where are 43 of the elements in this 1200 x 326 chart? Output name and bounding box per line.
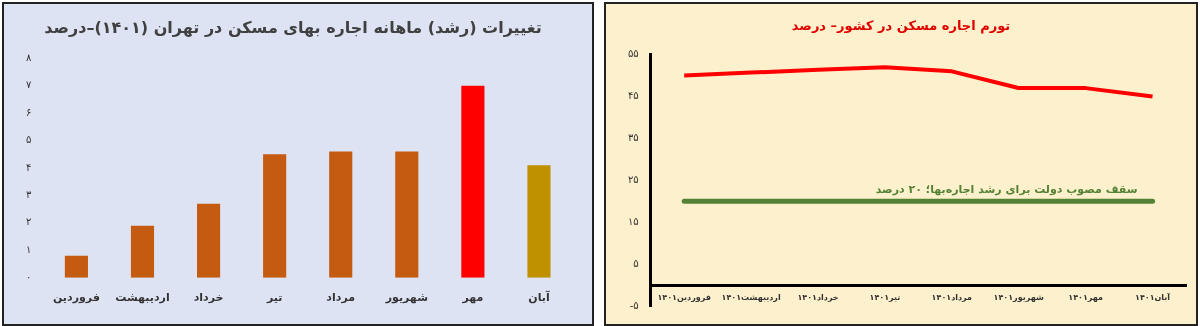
x-tick-label: اردیبهشت — [115, 291, 170, 305]
x-tick-label: مهر — [461, 291, 484, 305]
x-tick-label: خرداد۱۴۰۱ — [797, 292, 839, 302]
y-tick-label: ۳۵ — [627, 131, 639, 143]
bar — [263, 154, 287, 278]
y-tick-label: ۱۵ — [627, 215, 639, 227]
x-tick-label: اردیبهشت۱۴۰۱ — [721, 292, 781, 302]
x-tick-label: تیر — [265, 291, 283, 305]
y-tick-label: ۱ — [26, 243, 32, 255]
x-tick-label: تیر۱۴۰۱ — [869, 292, 901, 302]
y-tick-label: ۵۵ — [627, 48, 639, 60]
x-tick-label: خرداد — [193, 291, 224, 305]
x-tick-label: فروردین۱۴۰۱ — [657, 292, 712, 302]
y-tick-label: ۵ — [633, 257, 639, 269]
y-tick-label: ۴۵ — [627, 90, 639, 102]
bar — [64, 255, 88, 278]
chart-title: تورم اجاره مسکن در کشور– درصد — [791, 18, 1011, 35]
x-tick-label: شهریور — [384, 291, 428, 305]
y-tick-label: ۸ — [26, 51, 32, 63]
bar — [197, 203, 221, 278]
y-tick-label: ۶ — [26, 106, 32, 118]
x-tick-label: شهریور۱۴۰۱ — [993, 292, 1045, 302]
x-tick-label: مهر۱۴۰۱ — [1068, 292, 1104, 302]
bar — [527, 165, 551, 278]
y-tick-label: ۵ — [26, 134, 32, 146]
y-tick-label: ۳ — [26, 189, 32, 201]
x-tick-label: مرداد — [326, 291, 356, 305]
y-tick-label: ۲۵ — [627, 173, 639, 185]
bar — [329, 151, 353, 278]
y-tick-label: ۰ — [26, 271, 32, 283]
x-tick-label: آبان — [528, 290, 550, 305]
x-tick-label: فروردین — [52, 291, 100, 305]
y-tick-label: -۵ — [629, 299, 639, 311]
bar — [461, 85, 485, 278]
ref-line-label: سقف مصوب دولت برای رشد اجاره‌بها؛ ۲۰ درصد — [875, 182, 1138, 196]
x-tick-label: مرداد۱۴۰۱ — [931, 292, 973, 302]
y-tick-label: ۷ — [26, 79, 32, 91]
chart-title: تغییرات (رشد) ماهانه اجاره بهای مسکن در تهران (۱۴۰۱)–درصد — [44, 17, 542, 37]
bar — [130, 225, 155, 278]
y-tick-label: ۴ — [26, 161, 32, 173]
x-tick-label: آبان۱۴۰۱ — [1134, 291, 1171, 302]
bar — [395, 151, 419, 278]
y-tick-label: ۲ — [26, 216, 32, 228]
